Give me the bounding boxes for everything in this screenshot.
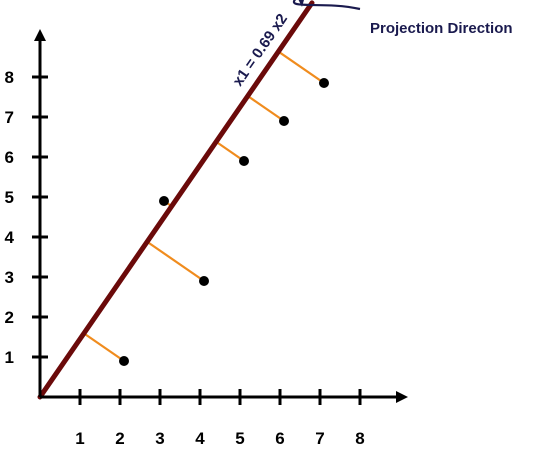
y-tick-label: 8 — [5, 68, 14, 87]
y-axis-arrowhead — [34, 29, 46, 41]
x-tick-label: 8 — [355, 429, 364, 448]
projection-segment — [247, 95, 285, 122]
y-tick-label: 6 — [5, 148, 14, 167]
y-tick-label: 7 — [5, 108, 14, 127]
x-tick-label: 4 — [195, 429, 205, 448]
x-tick-label: 5 — [235, 429, 244, 448]
projection-segment — [146, 240, 205, 282]
data-point — [159, 196, 169, 206]
y-tick-label: 1 — [5, 348, 14, 367]
x-tick-label: 1 — [75, 429, 84, 448]
data-point — [119, 356, 129, 366]
y-tick-label: 5 — [5, 188, 14, 207]
projection-segment — [83, 332, 125, 362]
x-tick-label: 3 — [155, 429, 164, 448]
axes — [34, 29, 408, 403]
x-tick-label: 2 — [115, 429, 124, 448]
x-tick-label: 6 — [275, 429, 284, 448]
callout-arrowhead — [298, 0, 304, 7]
data-point — [199, 276, 209, 286]
callout-arrow — [292, 0, 361, 11]
y-tick-label: 3 — [5, 268, 14, 287]
projection-line — [37, 0, 315, 400]
projection-segment — [215, 140, 245, 162]
axis-ticks: 1 2 3 4 5 6 7 8 1 2 3 4 5 6 7 8 — [5, 68, 365, 448]
x-tick-label: 7 — [315, 429, 324, 448]
data-point — [239, 156, 249, 166]
y-tick-label: 4 — [5, 228, 15, 247]
callout-label: Projection Direction — [370, 20, 513, 37]
projection-segment — [277, 50, 325, 84]
data-points — [119, 78, 329, 366]
data-point — [279, 116, 289, 126]
y-tick-label: 2 — [5, 308, 14, 327]
x-axis-arrowhead — [396, 391, 408, 403]
data-point — [319, 78, 329, 88]
projection-segments — [83, 50, 325, 362]
